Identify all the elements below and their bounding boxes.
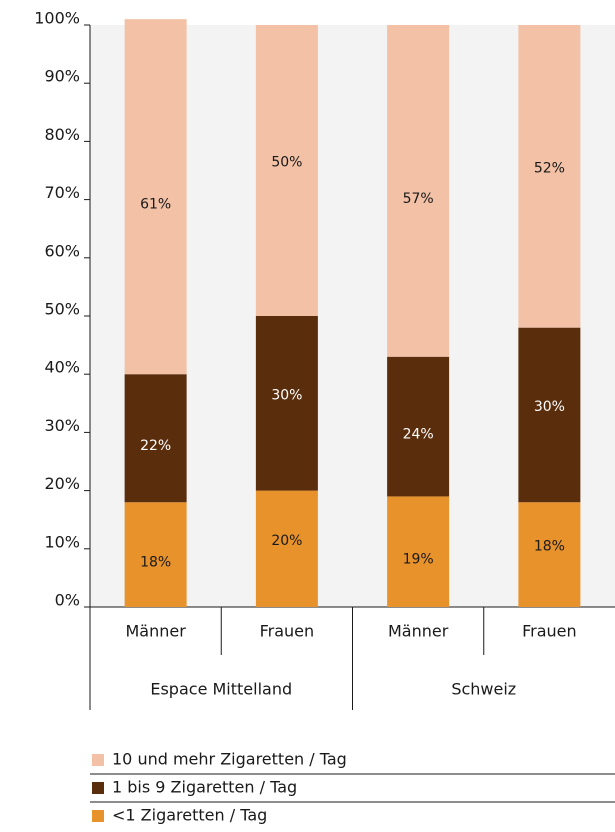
- data-label: 24%: [403, 427, 434, 443]
- data-label: 20%: [271, 533, 302, 549]
- bar-segment: [387, 496, 450, 607]
- y-tick-label: 0%: [55, 591, 80, 610]
- y-tick-label: 60%: [44, 241, 80, 260]
- bar-segment: [255, 25, 318, 316]
- x-tick-label: Frauen: [260, 622, 315, 641]
- data-label: 18%: [534, 539, 565, 555]
- data-label: 57%: [403, 191, 434, 207]
- bar-segment: [124, 502, 187, 607]
- bar-segment: [124, 374, 187, 503]
- data-label: 30%: [534, 399, 565, 415]
- x-tick-label: Männer: [125, 622, 186, 641]
- y-tick-label: 90%: [44, 67, 80, 86]
- y-tick-label: 20%: [44, 474, 80, 493]
- x-tick-label: Männer: [388, 622, 449, 641]
- bar-segment: [255, 490, 318, 607]
- legend-swatch: [92, 810, 104, 822]
- legend-label: 10 und mehr Zigaretten / Tag: [112, 750, 347, 769]
- x-tick-label: Frauen: [522, 622, 577, 641]
- bar-segment: [387, 356, 450, 497]
- y-tick-label: 100%: [34, 9, 80, 28]
- data-label: 19%: [403, 552, 434, 568]
- legend-swatch: [92, 754, 104, 766]
- bar-segment: [387, 25, 450, 357]
- y-tick-label: 10%: [44, 532, 80, 551]
- y-tick-label: 40%: [44, 358, 80, 377]
- data-label: 61%: [140, 197, 171, 213]
- legend-swatch: [92, 782, 104, 794]
- legend-label: <1 Zigaretten / Tag: [112, 806, 267, 825]
- bar-segment: [518, 502, 581, 607]
- legend-label: 1 bis 9 Zigaretten / Tag: [112, 778, 297, 797]
- data-label: 50%: [271, 155, 302, 171]
- y-tick-label: 70%: [44, 183, 80, 202]
- group-label: Espace Mittelland: [150, 680, 292, 699]
- group-label: Schweiz: [451, 680, 516, 699]
- bar-segment: [124, 19, 187, 375]
- data-label: 18%: [140, 555, 171, 571]
- bar-segment: [518, 25, 581, 328]
- y-tick-label: 30%: [44, 416, 80, 435]
- data-label: 52%: [534, 160, 565, 176]
- data-label: 30%: [271, 387, 302, 403]
- y-tick-label: 80%: [44, 125, 80, 144]
- data-label: 22%: [140, 438, 171, 454]
- bar-segment: [255, 316, 318, 491]
- y-tick-label: 50%: [44, 300, 80, 319]
- bar-segment: [518, 327, 581, 503]
